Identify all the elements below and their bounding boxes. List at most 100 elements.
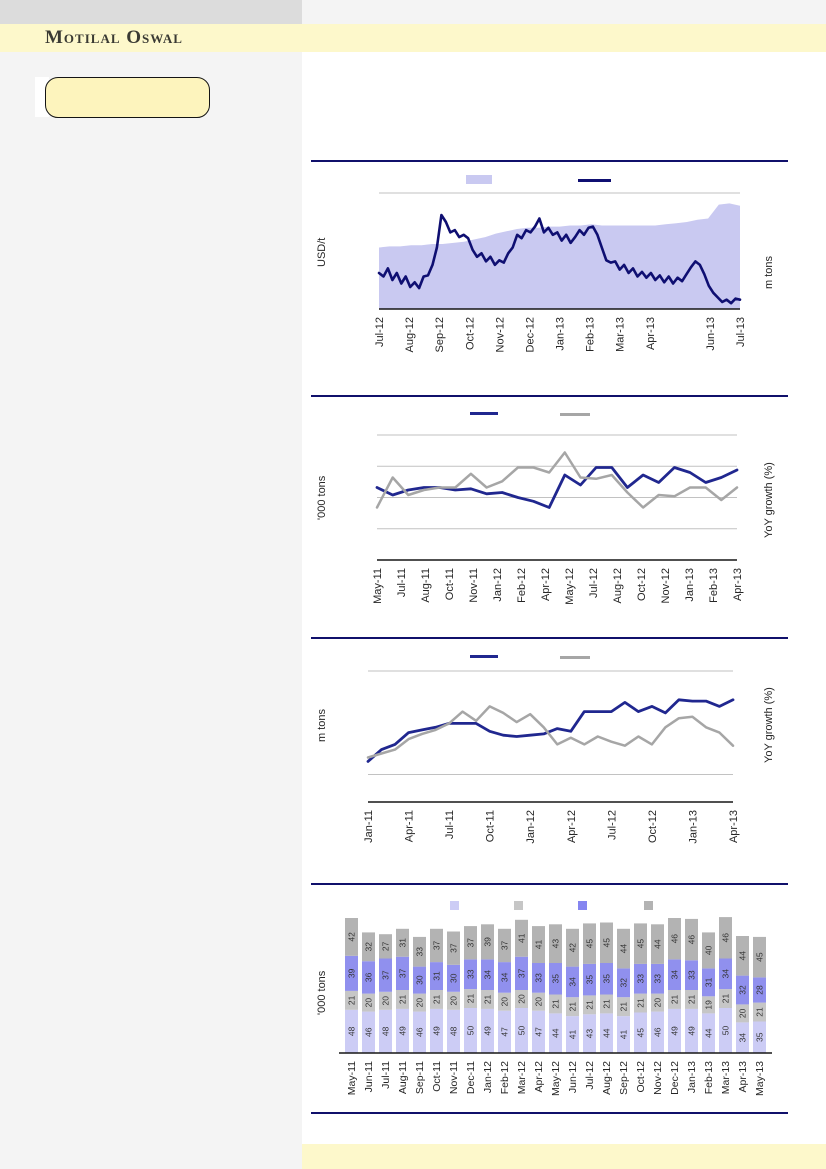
bar-value-label: 32 <box>738 985 748 995</box>
chart1-plot: Jul-12 Aug-12 Sep-12 Oct-12 Nov-12 Dec-12 Jan-… <box>374 192 747 352</box>
gray-line-series <box>366 705 735 759</box>
x-tick-label: Apr-12 <box>566 810 578 843</box>
segment-4-gray-bar <box>345 918 358 956</box>
x-tick-label: Oct-12 <box>647 810 659 843</box>
bar-value-label: 34 <box>500 972 510 982</box>
segment-1-lavender-bar <box>413 1011 426 1053</box>
segment-3-purple-bar <box>464 959 477 990</box>
bar-value-label: 33 <box>687 970 697 980</box>
bar-value-label: 32 <box>364 942 374 952</box>
chart3-top-separator <box>311 637 788 639</box>
segment-2-light-gray-bar <box>345 990 358 1010</box>
segment-2-light-gray-bar <box>719 989 732 1008</box>
x-tick-label: Oct-11 <box>431 1061 443 1092</box>
x-tick-label: Jul-11 <box>444 810 456 839</box>
segment-2-light-gray-bar <box>549 994 562 1014</box>
bar-value-label: 31 <box>398 938 408 948</box>
x-tick-label: Feb-12 <box>499 1061 511 1094</box>
x-tick-label: Sep-12 <box>434 317 446 352</box>
bar-value-label: 20 <box>534 997 544 1007</box>
segment-3-purple-bar <box>430 962 443 990</box>
bar-value-label: 39 <box>347 968 357 978</box>
x-tick-label: Jan-13 <box>686 1061 698 1093</box>
x-tick-label: Aug-12 <box>612 568 624 603</box>
segment-4-gray-bar <box>651 924 664 964</box>
bar-value-label: 46 <box>653 1027 663 1037</box>
bar-value-label: 49 <box>670 1026 680 1036</box>
chart3-production-line-chart: Jan-11 Apr-11 Jul-11 Oct-11 Jan-12 Apr-12 Jul-… <box>363 670 740 844</box>
bar-value-label: 31 <box>432 971 442 981</box>
segment-1-lavender-bar <box>447 1009 460 1053</box>
segment-1-lavender-bar <box>464 1008 477 1053</box>
x-tick-label: Dec-12 <box>524 317 536 352</box>
bottom-separator <box>311 1112 788 1114</box>
segment-1-lavender-bar <box>651 1011 664 1053</box>
bar-value-label: 33 <box>534 973 544 983</box>
bar-value-label: 20 <box>415 998 425 1008</box>
bar-value-label: 39 <box>483 937 493 947</box>
bar-value-label: 37 <box>500 940 510 950</box>
x-tick-label: Jan-13 <box>687 810 699 844</box>
segment-1-lavender-bar <box>685 1008 698 1053</box>
segment-1-lavender-bar <box>583 1014 596 1053</box>
segment-4-gray-bar <box>753 936 766 978</box>
x-tick-label: Apr-13 <box>728 810 740 843</box>
x-tick-label: Jan-12 <box>482 1061 494 1093</box>
segment-2-light-gray-bar <box>668 990 681 1009</box>
segment-3-purple-bar <box>566 966 579 998</box>
bar-value-label: 21 <box>721 994 731 1004</box>
segment-1-lavender-bar <box>396 1008 409 1053</box>
bar-value-label: 21 <box>670 994 680 1004</box>
lavender-area-series <box>379 203 740 309</box>
segment-3-purple-bar <box>753 977 766 1003</box>
bar-value-label: 20 <box>517 994 527 1004</box>
bar-value-label: 31 <box>704 977 714 987</box>
segment-4-gray-bar <box>362 932 375 962</box>
top-right-gray-strip <box>302 0 826 24</box>
bar-value-label: 50 <box>517 1026 527 1036</box>
chart1-price-area-chart: Jul-12 Aug-12 Sep-12 Oct-12 Nov-12 Dec-12 Jan-… <box>374 192 747 352</box>
brand-band: Motilal Oswal <box>0 24 826 52</box>
bar-value-label: 20 <box>364 998 374 1008</box>
bar-value-label: 42 <box>568 943 578 953</box>
segment-2-light-gray-bar <box>515 990 528 1008</box>
x-tick-label: Nov-12 <box>652 1061 664 1095</box>
bar-value-label: 21 <box>347 995 357 1005</box>
x-tick-label: Sep-12 <box>618 1061 630 1095</box>
x-tick-label: Jul-12 <box>588 568 600 598</box>
bar-value-label: 35 <box>585 975 595 985</box>
segment-1-lavender-bar <box>362 1011 375 1053</box>
segment-3-purple-bar <box>634 963 647 994</box>
bar-value-label: 45 <box>755 952 765 962</box>
gray-line-series <box>375 451 739 509</box>
segment-2-light-gray-bar <box>685 990 698 1009</box>
bar-value-label: 49 <box>432 1026 442 1036</box>
segment-4-gray-bar <box>668 918 681 960</box>
bar-value-label: 21 <box>551 999 561 1009</box>
x-tick-label: Jun-12 <box>567 1061 579 1093</box>
segment-4-gray-bar <box>481 924 494 960</box>
x-tick-label: Aug-11 <box>397 1061 409 1094</box>
bar-value-label: 35 <box>551 974 561 984</box>
bar-value-label: 33 <box>466 969 476 979</box>
segment-4-gray-bar <box>685 918 698 961</box>
x-tick-label: Apr-13 <box>645 317 657 350</box>
bar-value-label: 37 <box>398 968 408 978</box>
segment-2-light-gray-bar <box>617 997 630 1017</box>
brand-logo-text: Motilal Oswal <box>45 27 183 48</box>
bar-value-label: 21 <box>602 999 612 1009</box>
segment-3-purple-bar <box>736 975 749 1005</box>
x-tick-label: Oct-12 <box>464 317 476 350</box>
bar-value-label: 20 <box>381 996 391 1006</box>
segment-3-purple-bar <box>413 966 426 994</box>
bar-value-label: 37 <box>517 968 527 978</box>
bar-value-label: 46 <box>415 1027 425 1037</box>
segment-3-purple-bar <box>583 963 596 996</box>
x-tick-label: Nov-11 <box>448 1061 460 1094</box>
bar-value-label: 44 <box>602 1028 612 1038</box>
chart1-left-axis-label: USD/t <box>316 237 328 268</box>
bar-value-label: 32 <box>619 978 629 988</box>
bar-value-label: 43 <box>551 939 561 949</box>
bar-value-label: 48 <box>381 1026 391 1036</box>
bar-value-label: 21 <box>568 1002 578 1012</box>
